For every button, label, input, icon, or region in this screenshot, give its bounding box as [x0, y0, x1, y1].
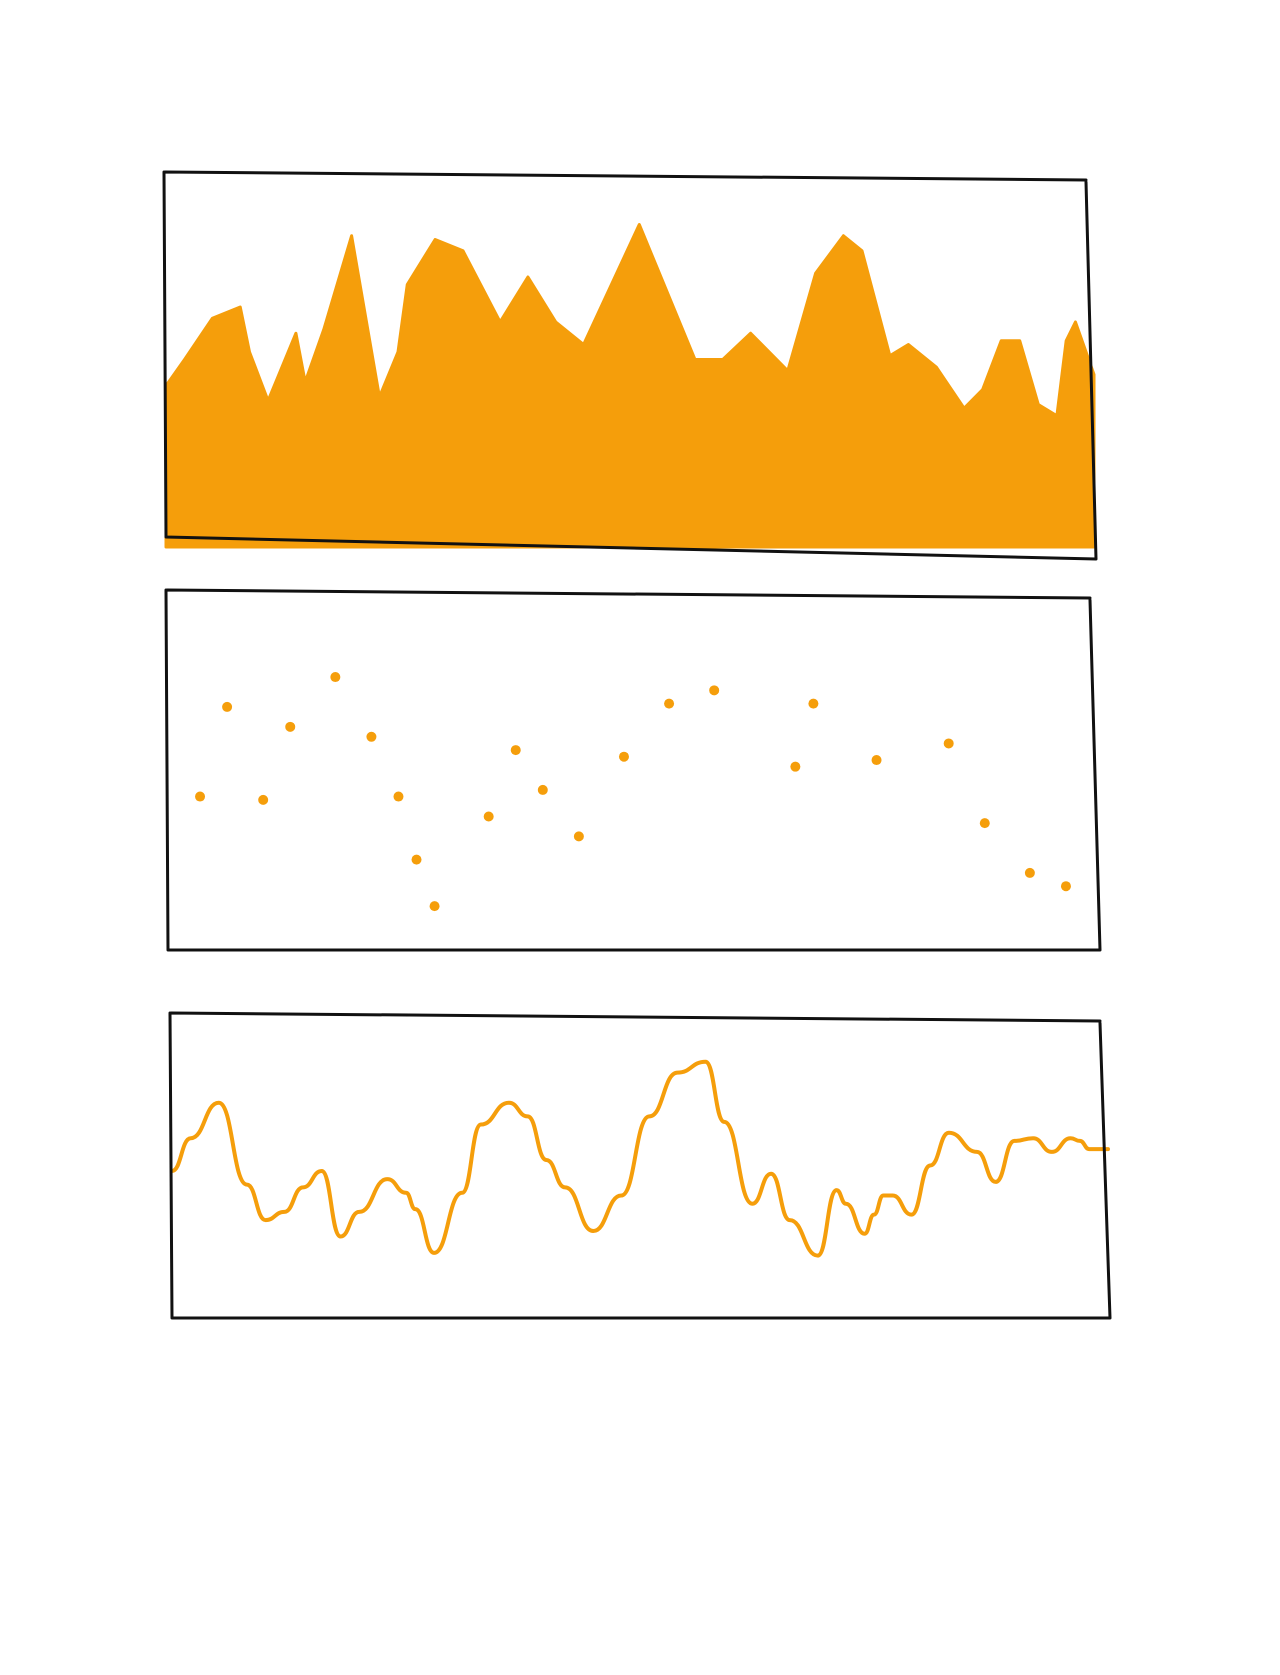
- scatter-point: [366, 731, 377, 742]
- scatter-point: [790, 761, 801, 772]
- scatter-point: [979, 818, 990, 829]
- panel-frame: [162, 170, 1098, 561]
- scatter-point: [709, 685, 720, 696]
- scatter-point: [330, 672, 341, 683]
- scatter-point: [195, 791, 206, 802]
- scatter-point: [483, 811, 494, 822]
- area-series: [164, 223, 1096, 549]
- scatter-point: [393, 791, 404, 802]
- scatter-point: [1060, 881, 1071, 892]
- scatter-point: [943, 738, 954, 749]
- scatter-point: [429, 901, 440, 912]
- scatter-chart-panel: [164, 588, 1102, 952]
- scatter-point: [618, 751, 629, 762]
- line-chart-panel: [168, 1011, 1112, 1320]
- scatter-point: [411, 854, 422, 865]
- scatter-point: [285, 721, 296, 732]
- scatter-point: [537, 784, 548, 795]
- scatter-point: [1024, 867, 1035, 878]
- scatter-point: [222, 701, 233, 712]
- scatter-point: [573, 831, 584, 842]
- scatter-point: [510, 745, 521, 756]
- scatter-point: [664, 698, 675, 709]
- panel-frame: [168, 1011, 1112, 1320]
- area-chart-panel: [162, 170, 1098, 561]
- panel-frame: [164, 588, 1102, 952]
- scatter-point: [871, 755, 882, 766]
- line-series: [170, 1059, 1110, 1258]
- scatter-point: [808, 698, 819, 709]
- scatter-point: [258, 794, 269, 805]
